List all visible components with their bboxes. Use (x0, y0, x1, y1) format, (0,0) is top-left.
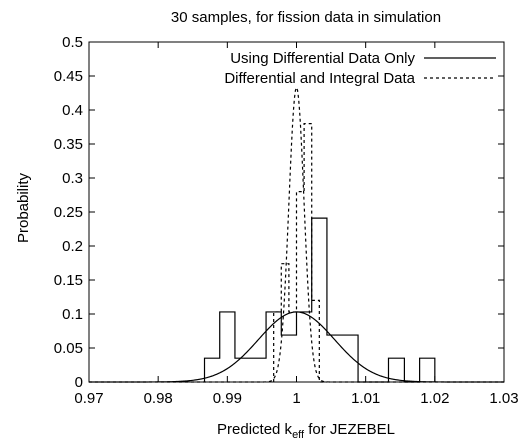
y-tick-label: 0.1 (62, 306, 83, 323)
chart-title: 30 samples, for fission data in simulati… (171, 9, 441, 26)
legend-label: Using Differential Data Only (230, 50, 415, 67)
y-tick-label: 0.3 (62, 170, 83, 187)
y-tick-label: 0 (75, 374, 83, 391)
x-axis-label-subscript: eff (292, 429, 305, 441)
x-tick-label: 0.97 (74, 390, 103, 407)
legend: Using Differential Data Only Differential… (224, 50, 496, 87)
y-tick-label: 0.05 (54, 340, 83, 357)
legend-label: Differential and Integral Data (224, 70, 415, 87)
x-axis-label: Predicted keff for JEZEBEL (217, 421, 395, 441)
y-tick-label: 0.15 (54, 272, 83, 289)
gaussian-curve-series-1 (89, 311, 504, 383)
axes: 0.97 0.98 0.99 1 1.01 1.02 1.03 0 0.05 0.1 0.15 0.2… (54, 34, 519, 407)
y-tick-label: 0.2 (62, 238, 83, 255)
x-axis-label-tail: for JEZEBEL (304, 421, 395, 438)
x-tick-label: 1.01 (351, 390, 380, 407)
y-tick-label: 0.4 (62, 102, 83, 119)
x-axis-label-main: Predicted k (217, 421, 293, 438)
y-tick-label: 0.35 (54, 136, 83, 153)
x-tick-label: 1.03 (489, 390, 518, 407)
y-tick-label: 0.45 (54, 68, 83, 85)
x-tick-label: 1 (292, 390, 300, 407)
x-tick-label: 0.98 (144, 390, 173, 407)
plot-series (89, 85, 504, 383)
y-tick-label: 0.25 (54, 204, 83, 221)
x-tick-label: 0.99 (213, 390, 242, 407)
y-axis-label: Probability (15, 172, 32, 243)
y-tick-label: 0.5 (62, 34, 83, 51)
x-tick-label: 1.02 (420, 390, 449, 407)
